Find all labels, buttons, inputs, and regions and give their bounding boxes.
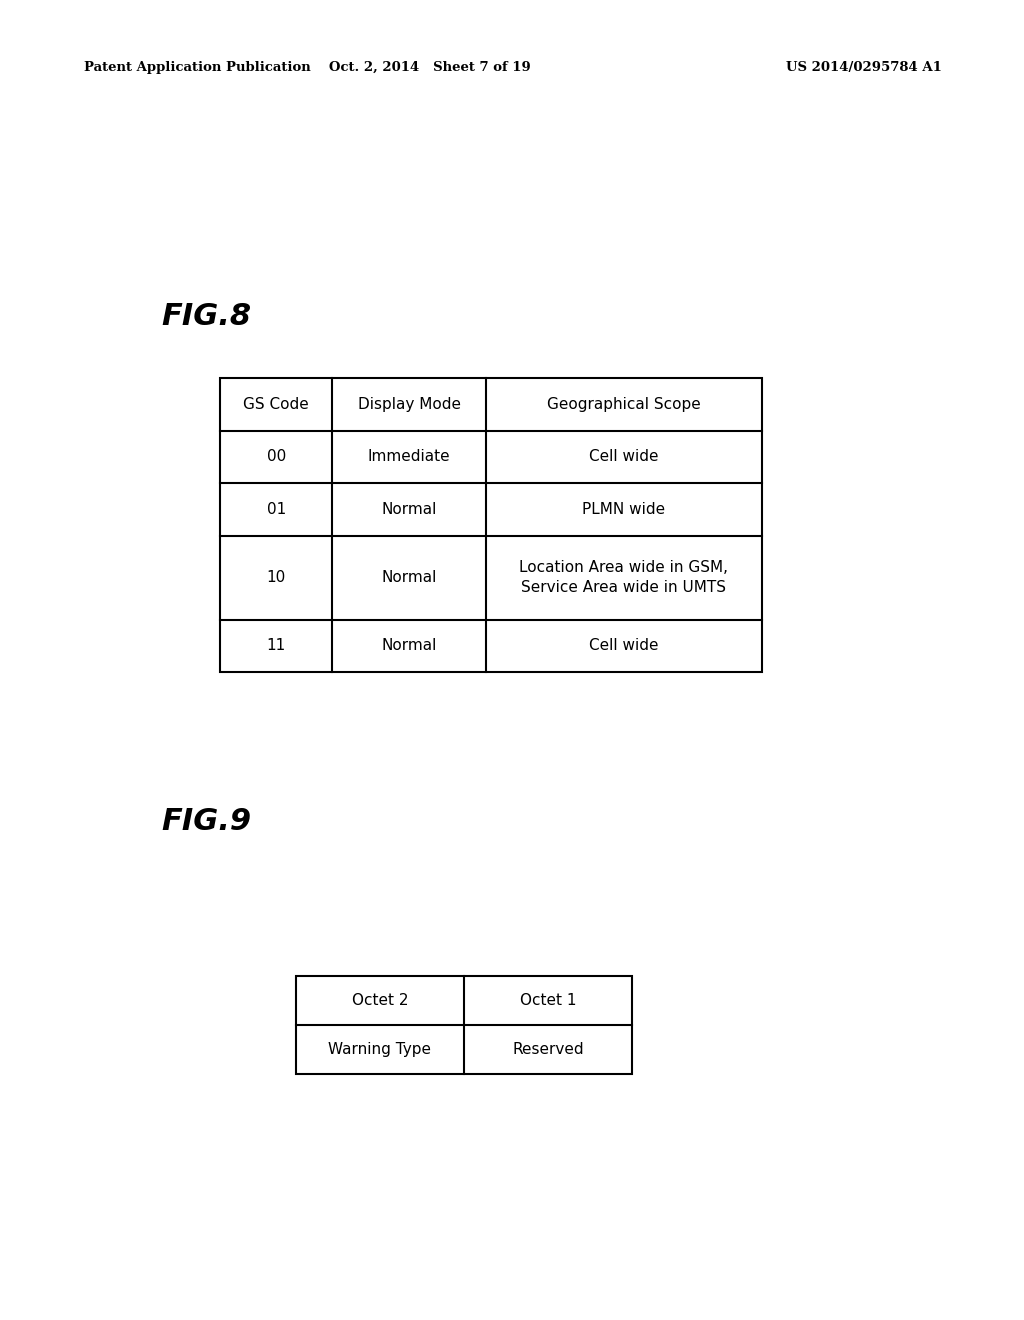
Text: 01: 01	[266, 502, 286, 516]
Text: 11: 11	[266, 639, 286, 653]
Text: Oct. 2, 2014   Sheet 7 of 19: Oct. 2, 2014 Sheet 7 of 19	[329, 61, 531, 74]
Text: Cell wide: Cell wide	[589, 639, 658, 653]
Text: Normal: Normal	[382, 502, 437, 516]
Text: PLMN wide: PLMN wide	[583, 502, 666, 516]
Text: Octet 1: Octet 1	[520, 993, 577, 1008]
Text: Location Area wide in GSM,
Service Area wide in UMTS: Location Area wide in GSM, Service Area …	[519, 560, 728, 595]
Text: Normal: Normal	[382, 639, 437, 653]
Bar	[220, 378, 762, 672]
Text: Octet 2: Octet 2	[352, 993, 409, 1008]
Text: 00: 00	[266, 449, 286, 465]
Text: Reserved: Reserved	[512, 1041, 584, 1057]
Text: US 2014/0295784 A1: US 2014/0295784 A1	[786, 61, 942, 74]
Text: Display Mode: Display Mode	[357, 397, 461, 412]
Text: Patent Application Publication: Patent Application Publication	[84, 61, 310, 74]
Text: FIG.8: FIG.8	[162, 302, 252, 331]
Text: Immediate: Immediate	[368, 449, 451, 465]
Text: Cell wide: Cell wide	[589, 449, 658, 465]
Text: 10: 10	[266, 570, 286, 585]
Text: FIG.9: FIG.9	[162, 807, 252, 836]
Bar	[296, 975, 632, 1074]
Text: Normal: Normal	[382, 570, 437, 585]
Text: GS Code: GS Code	[244, 397, 309, 412]
Text: Warning Type: Warning Type	[329, 1041, 431, 1057]
Text: Geographical Scope: Geographical Scope	[547, 397, 700, 412]
